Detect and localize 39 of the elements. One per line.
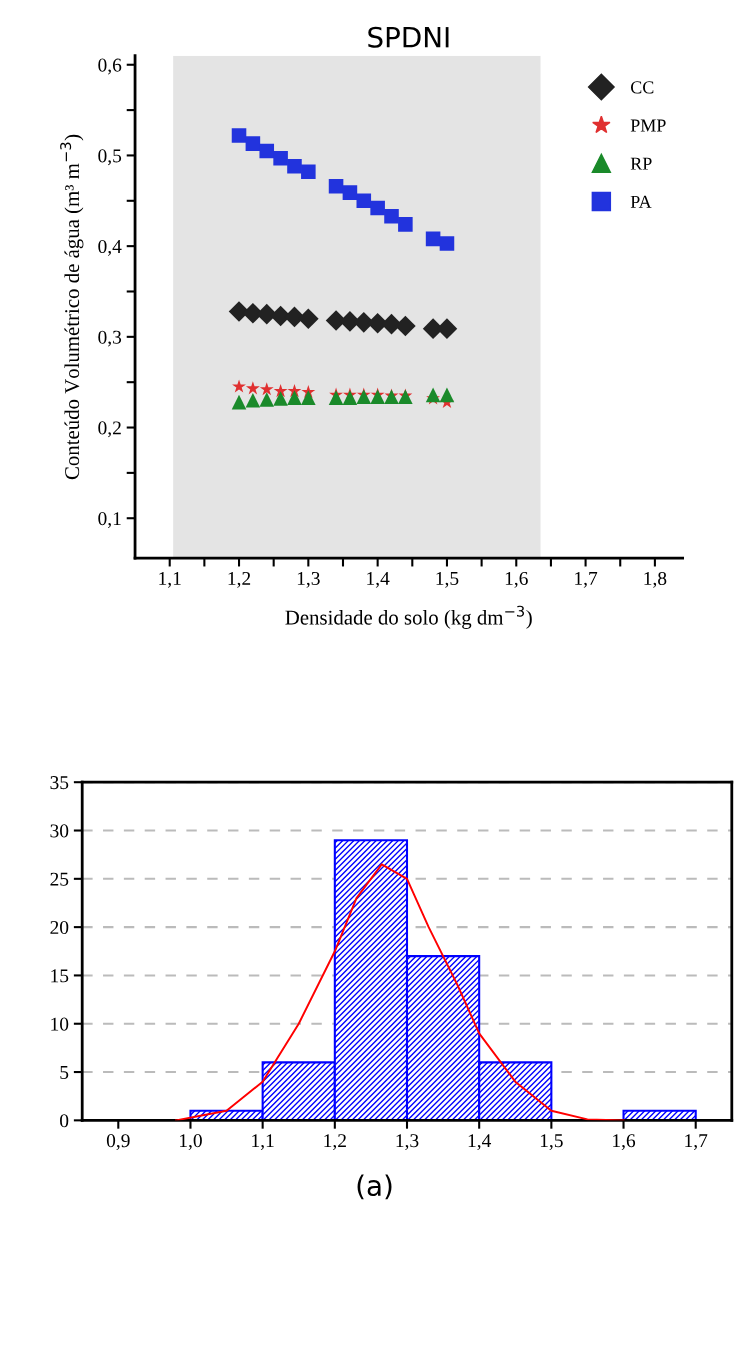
legend-label: PMP (630, 119, 666, 132)
x-tick-label: 1,3 (297, 571, 320, 588)
x-tick-label: 1,2 (228, 571, 251, 588)
y-tick-label: 0,4 (98, 239, 122, 256)
x-tick-label: 1,6 (613, 1134, 636, 1151)
y-tick-label: 30 (50, 824, 69, 838)
y-tick-label: 0 (60, 1114, 69, 1128)
x-tick-label: 1,4 (468, 1134, 492, 1151)
y-axis-title: Conteúdo Volumétrico de água (m³ m$^{−3}$) (60, 134, 84, 480)
y-tick-label: 20 (50, 920, 69, 935)
y-tick-label: 15 (51, 969, 69, 983)
x-tick-label: 1,6 (505, 571, 528, 588)
x-tick-label: 1,8 (644, 571, 667, 588)
x-tick-label: 1,7 (575, 571, 598, 588)
x-tick-label: 1,7 (685, 1134, 708, 1151)
y-tick-label: 0,3 (98, 330, 122, 347)
y-tick-label: 10 (51, 1017, 69, 1031)
legend-label: RP (630, 157, 652, 170)
x-tick-label: 0,9 (106, 1134, 130, 1151)
y-tick-label: 35 (50, 776, 69, 790)
x-axis-title: Densidade do solo (kg dm$^{−3}$) (285, 605, 532, 629)
chart-title: SPDNI (368, 26, 449, 48)
legend-label: CC (630, 81, 654, 94)
x-tick-label: 1,5 (436, 571, 459, 588)
y-tick-label: 0,5 (98, 149, 122, 166)
text: (a) (357, 1174, 392, 1200)
x-tick-label: 1,5 (540, 1134, 563, 1151)
y-tick-label: 0,6 (98, 58, 122, 75)
legend-label: PA (630, 195, 652, 208)
x-tick-label: 1,1 (159, 571, 181, 588)
y-tick-label: 25 (50, 872, 69, 886)
y-tick-label: 5 (60, 1066, 69, 1079)
y-tick-label: 0,1 (98, 512, 121, 528)
x-tick-label: 1,2 (324, 1134, 346, 1151)
y-tick-label: 0,2 (98, 421, 121, 438)
x-tick-label: 1,1 (252, 1134, 274, 1151)
x-tick-label: 1,0 (180, 1134, 202, 1151)
x-tick-label: 1,4 (367, 571, 390, 588)
x-tick-label: 1,3 (396, 1134, 419, 1151)
